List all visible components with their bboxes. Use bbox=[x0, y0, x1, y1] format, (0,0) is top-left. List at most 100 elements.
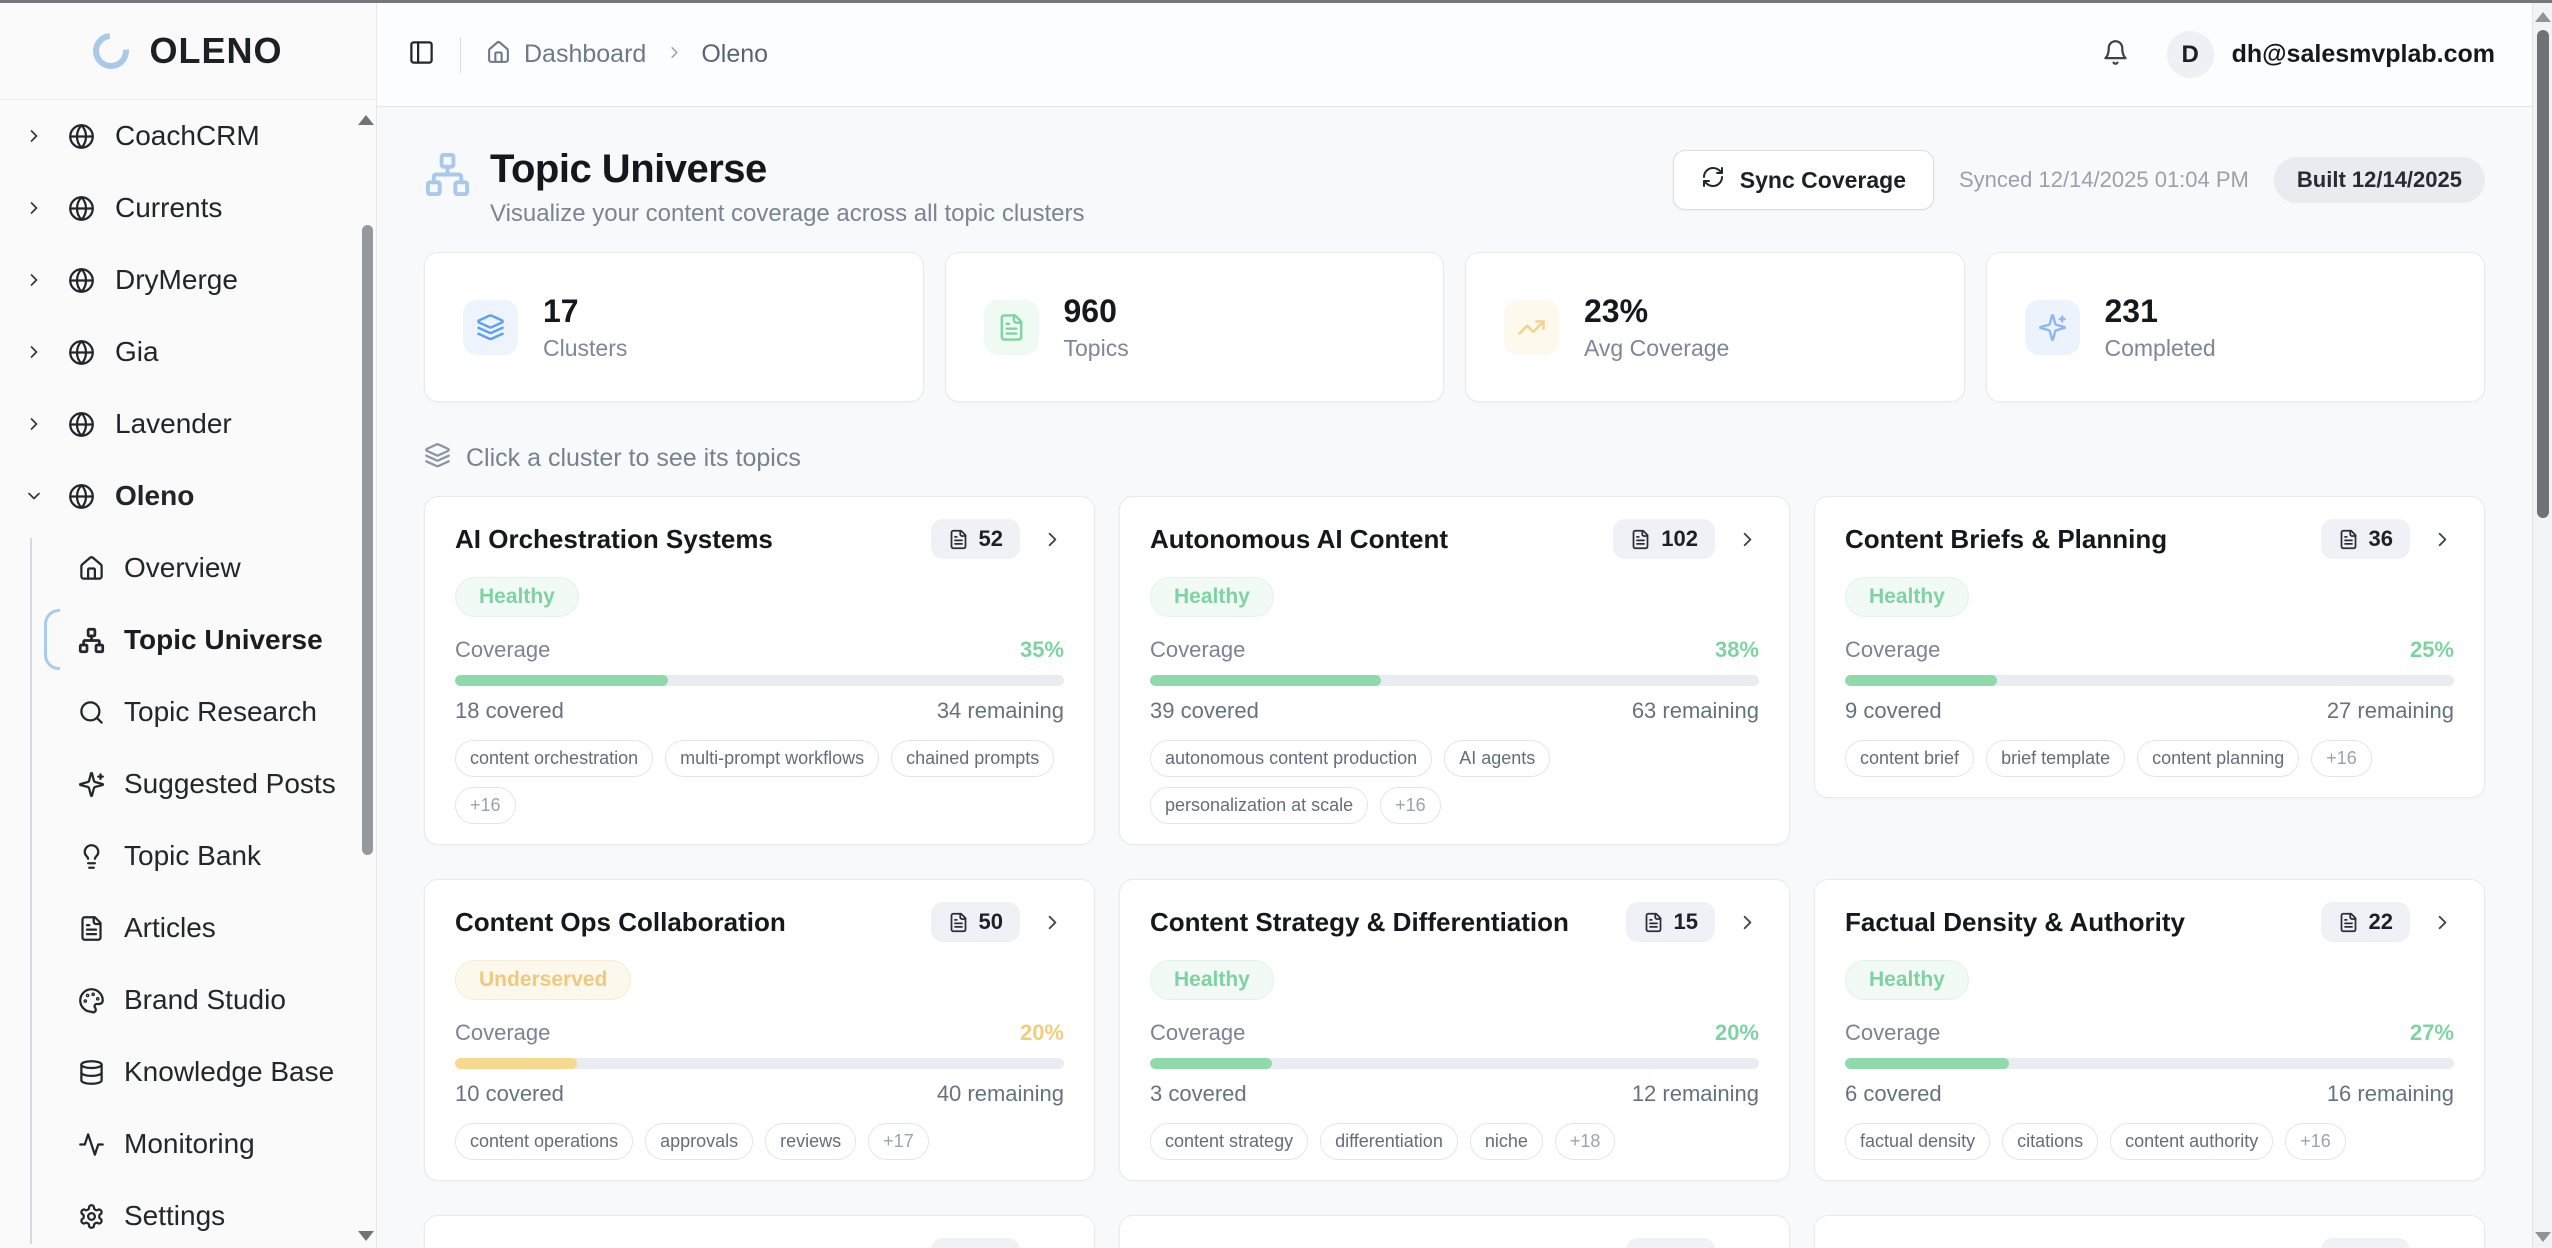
cluster-card-content-ops-collaboration[interactable]: Content Ops Collaboration 50 Underserved Co… bbox=[424, 879, 1095, 1181]
page-scrollbar[interactable] bbox=[2532, 3, 2552, 1248]
chevron-right-icon bbox=[30, 346, 38, 358]
page-title: Topic Universe bbox=[490, 147, 767, 191]
cluster-card-factual-density-authority[interactable]: Factual Density & Authority 22 Healthy Cove… bbox=[1814, 879, 2485, 1181]
chevron-right-icon bbox=[671, 46, 678, 58]
chevron-right-icon bbox=[1048, 532, 1057, 546]
workspace-label: Gia bbox=[115, 336, 159, 367]
page-scroll-up-arrow[interactable] bbox=[2535, 12, 2551, 22]
coverage-bar-fill bbox=[1845, 1058, 2010, 1069]
user-email[interactable]: dh@salesmvplab.com bbox=[2231, 40, 2495, 68]
avatar[interactable]: D bbox=[2166, 31, 2214, 78]
topic-count-badge: 69 bbox=[930, 1238, 1020, 1248]
cluster-card-ai-orchestration-systems[interactable]: AI Orchestration Systems 52 Healthy Coverag… bbox=[424, 496, 1095, 845]
breadcrumb-current[interactable]: Oleno bbox=[701, 40, 769, 68]
breadcrumb-dashboard[interactable]: Dashboard bbox=[524, 40, 647, 68]
bell-icon bbox=[2103, 39, 2127, 65]
cluster-card-content-briefs-planning[interactable]: Content Briefs & Planning 36 Healthy Covera… bbox=[1814, 496, 2485, 798]
sidebar-item-oleno[interactable]: Oleno bbox=[0, 460, 376, 532]
sidebar-scrollbar-thumb[interactable] bbox=[362, 225, 373, 855]
stat-card-topics: 960 Topics bbox=[944, 252, 1444, 402]
page-scrollbar-thumb[interactable] bbox=[2537, 30, 2549, 518]
layers-icon bbox=[425, 443, 450, 468]
coverage-label: Coverage bbox=[455, 1020, 551, 1045]
sidebar-scroll-down-arrow[interactable] bbox=[358, 1231, 374, 1241]
stat-label: Completed bbox=[2104, 334, 2216, 361]
sidebar-item-topic-universe[interactable]: Topic Universe bbox=[0, 604, 376, 676]
covered-count: 6 covered bbox=[1845, 1081, 1942, 1106]
sidebar-item-articles[interactable]: Articles bbox=[0, 892, 376, 964]
main-area: Dashboard Oleno D dh@salesmvplab.com Top… bbox=[377, 3, 2532, 1248]
sidebar-item-topic-research[interactable]: Topic Research bbox=[0, 676, 376, 748]
sidebar-item-monitoring[interactable]: Monitoring bbox=[0, 1108, 376, 1180]
topic-tag: brief template bbox=[1986, 740, 2126, 777]
topic-count-badge: 22 bbox=[2320, 902, 2410, 942]
brand-logo-icon bbox=[86, 25, 137, 77]
topic-tag: differentiation bbox=[1320, 1123, 1458, 1160]
cluster-card-content-strategy-differentiation[interactable]: Content Strategy & Differentiation 15 Heal… bbox=[1119, 879, 1790, 1181]
sidebar-item-suggested-posts[interactable]: Suggested Posts bbox=[0, 748, 376, 820]
topic-tag: niche bbox=[1469, 1123, 1543, 1160]
coverage-bar-fill bbox=[1150, 675, 1382, 686]
chevron-right-icon bbox=[30, 202, 38, 214]
file-text-icon bbox=[2340, 912, 2356, 932]
page-scroll-down-arrow[interactable] bbox=[2535, 1232, 2551, 1242]
coverage-label: Coverage bbox=[1845, 1020, 1941, 1045]
coverage-bar bbox=[455, 1058, 1064, 1069]
panel-left-icon bbox=[410, 40, 433, 64]
sync-coverage-button[interactable]: Sync Coverage bbox=[1672, 150, 1934, 210]
cluster-card-on-page-seo-writing[interactable]: On-Page SEO Writing77Underserved bbox=[1814, 1215, 2485, 1248]
sidebar-item-knowledge-base[interactable]: Knowledge Base bbox=[0, 1036, 376, 1108]
stat-icon-box bbox=[1504, 299, 1559, 355]
breadcrumb-home-icon[interactable] bbox=[486, 40, 511, 70]
coverage-percent: 20% bbox=[1714, 1020, 1759, 1045]
brand-name: OLENO bbox=[149, 30, 283, 71]
menu-item-label: Topic Bank bbox=[124, 840, 261, 871]
topic-count: 50 bbox=[978, 909, 1003, 934]
coverage-bar-fill bbox=[1150, 1058, 1272, 1069]
sidebar-item-drymerge[interactable]: DryMerge bbox=[0, 244, 376, 316]
oleno-submenu: Overview Topic Universe Topic Research Sugg… bbox=[0, 532, 376, 1248]
notifications-bell-icon[interactable] bbox=[2102, 39, 2129, 71]
sidebar-item-lavender[interactable]: Lavender bbox=[0, 388, 376, 460]
menu-item-label: Settings bbox=[124, 1200, 226, 1231]
sidebar-scroll-up-arrow[interactable] bbox=[358, 115, 374, 125]
topic-count-badge: 102 bbox=[1613, 519, 1715, 559]
cluster-card-llm-search-optimization[interactable]: LLM Search Optimization69Underserved bbox=[424, 1215, 1095, 1248]
chevron-right-icon bbox=[30, 274, 38, 286]
search-icon bbox=[80, 700, 103, 724]
sidebar-item-gia[interactable]: Gia bbox=[0, 316, 376, 388]
remaining-count: 27 remaining bbox=[2326, 698, 2454, 723]
menu-item-label: Topic Research bbox=[124, 696, 317, 727]
topic-count-badge: 36 bbox=[2320, 519, 2410, 559]
topic-tag: content strategy bbox=[1150, 1123, 1309, 1160]
synced-timestamp: Synced 12/14/2025 01:04 PM bbox=[1959, 167, 2249, 192]
remaining-count: 40 remaining bbox=[936, 1081, 1064, 1106]
active-item-indicator bbox=[44, 609, 60, 670]
stat-icon-box bbox=[2024, 299, 2080, 355]
sidebar-item-coachcrm[interactable]: CoachCRM bbox=[0, 100, 376, 172]
breadcrumb-chevron-icon bbox=[646, 43, 701, 67]
topic-tag: chained prompts bbox=[891, 740, 1055, 777]
sidebar-toggle-button[interactable] bbox=[408, 39, 435, 71]
app-window: OLENO CoachCRM Currents DryMerge Gia Lavende… bbox=[0, 3, 2552, 1248]
covered-count: 39 covered bbox=[1150, 698, 1259, 723]
topic-count-badge: 50 bbox=[930, 902, 1020, 942]
covered-count: 3 covered bbox=[1150, 1081, 1247, 1106]
topic-count: 102 bbox=[1661, 526, 1698, 551]
cluster-card-autonomous-ai-content[interactable]: Autonomous AI Content 102 Healthy Coverage 3… bbox=[1119, 496, 1790, 845]
sparkles-icon bbox=[2038, 313, 2066, 341]
sidebar-item-overview[interactable]: Overview bbox=[0, 532, 376, 604]
menu-item-label: Knowledge Base bbox=[124, 1056, 335, 1087]
status-badge: Healthy bbox=[1150, 960, 1274, 1000]
chevron-right-icon bbox=[1743, 915, 1752, 929]
chevron-right-icon bbox=[30, 130, 38, 142]
sidebar-item-brand-studio[interactable]: Brand Studio bbox=[0, 964, 376, 1036]
coverage-bar bbox=[1845, 1058, 2454, 1069]
sidebar-item-currents[interactable]: Currents bbox=[0, 172, 376, 244]
sidebar-item-topic-bank[interactable]: Topic Bank bbox=[0, 820, 376, 892]
sidebar-item-settings[interactable]: Settings bbox=[0, 1180, 376, 1248]
cluster-card-metadata-lineage[interactable]: Metadata & Lineage19Underserved bbox=[1119, 1215, 1790, 1248]
refresh-icon bbox=[1701, 165, 1725, 195]
covered-count: 18 covered bbox=[455, 698, 564, 723]
covered-count: 10 covered bbox=[455, 1081, 564, 1106]
